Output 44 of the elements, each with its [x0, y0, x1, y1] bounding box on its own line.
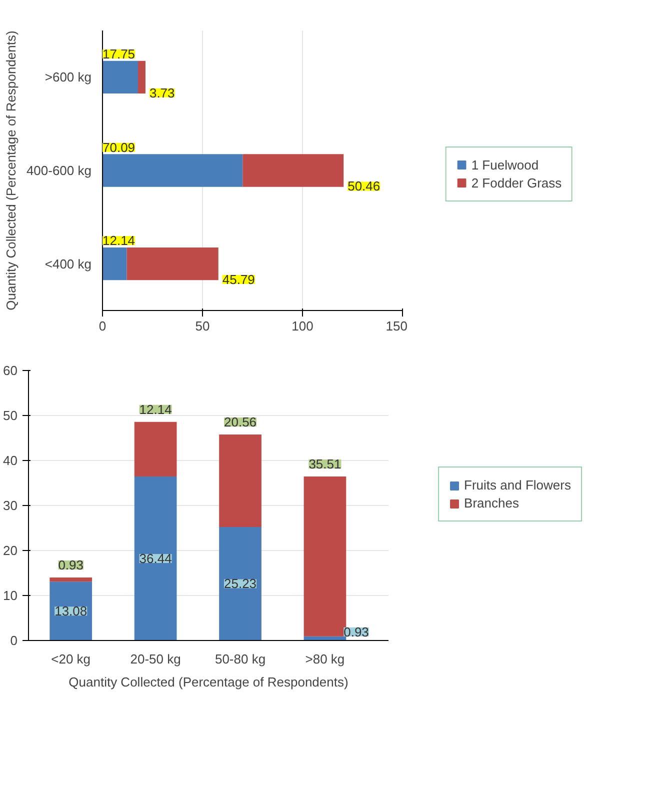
y-tick-label: 10 — [3, 588, 18, 603]
legend-label: 1 Fuelwood — [471, 157, 539, 172]
y-tick-label: 30 — [3, 498, 18, 513]
data-label: 12.14 — [102, 233, 136, 248]
x-tick-label: <20 kg — [51, 652, 91, 666]
bar — [219, 434, 262, 527]
bar — [134, 422, 177, 477]
data-label: 13.08 — [54, 604, 88, 619]
data-label: 50.46 — [348, 178, 380, 194]
x-tick-label: >80 kg — [305, 652, 345, 666]
y-axis-title: Quantity Collected (Percentage of Respondents) — [3, 30, 18, 310]
y-tick-label: >600 kg — [44, 70, 92, 85]
x-tick-label: 0 — [98, 318, 106, 334]
data-label: 25.23 — [224, 576, 257, 592]
y-tick-label: 20 — [3, 543, 18, 558]
y-tick-label: 60 — [3, 363, 18, 378]
bar — [50, 582, 92, 640]
y-tick-label: 400-600 kg — [26, 163, 92, 178]
data-label: 3.73 — [149, 85, 175, 100]
data-label: 12.14 — [139, 402, 172, 417]
x-axis-title: Quantity Collected (Percentage of Respondents) — [68, 674, 348, 690]
y-tick-label: 50 — [3, 408, 18, 423]
legend-label: 2 Fodder Grass — [471, 175, 562, 190]
bar — [219, 526, 262, 640]
x-tick-label: 100 — [292, 318, 314, 334]
bar — [134, 476, 177, 640]
y-tick-label: 0 — [10, 633, 18, 648]
data-label: 0.93 — [344, 624, 369, 640]
y-tick-label: <400 kg — [44, 256, 92, 272]
bar — [50, 577, 92, 582]
x-tick-label: 50-80 kg — [214, 652, 266, 666]
data-label: 35.51 — [308, 456, 342, 472]
data-label: 0.93 — [58, 557, 84, 572]
x-tick-label: 20-50 kg — [130, 652, 181, 666]
data-label: 20.56 — [224, 414, 257, 430]
x-tick-label: 150 — [386, 318, 408, 334]
data-label: 70.09 — [102, 140, 136, 155]
y-tick-label: 40 — [3, 453, 18, 468]
legend-label: Fruits and Flowers — [464, 478, 571, 492]
data-label: 36.44 — [139, 551, 172, 566]
legend-label: Branches — [464, 496, 519, 510]
data-label: 45.79 — [222, 272, 255, 288]
data-label: 17.75 — [102, 46, 136, 62]
x-tick-label: 50 — [195, 318, 210, 334]
